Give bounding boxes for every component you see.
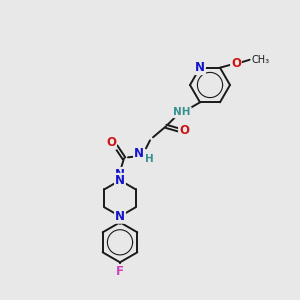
Text: N: N bbox=[195, 61, 205, 74]
Text: N: N bbox=[134, 147, 144, 160]
Text: H: H bbox=[145, 154, 153, 164]
Text: O: O bbox=[106, 136, 116, 149]
Text: F: F bbox=[116, 265, 124, 278]
Text: O: O bbox=[231, 57, 241, 70]
Text: N: N bbox=[115, 168, 125, 181]
Text: O: O bbox=[179, 124, 189, 137]
Text: CH₃: CH₃ bbox=[251, 55, 269, 65]
Text: N: N bbox=[115, 174, 125, 187]
Text: N: N bbox=[115, 210, 125, 223]
Text: NH: NH bbox=[173, 107, 191, 117]
